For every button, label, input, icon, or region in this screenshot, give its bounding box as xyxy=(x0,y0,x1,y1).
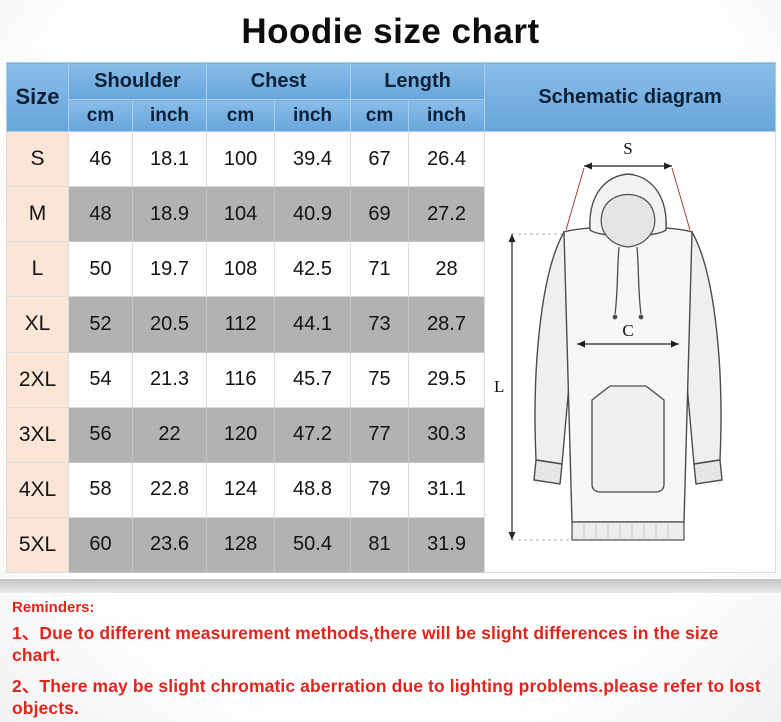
measurement-cell: 56 xyxy=(68,406,133,463)
measurement-cell: 81 xyxy=(350,516,410,574)
measurement-cell: 71 xyxy=(350,241,410,298)
measurement-cell: 48.8 xyxy=(274,461,352,518)
measurement-cell: 31.9 xyxy=(408,516,486,574)
table-row: M 48 18.9 104 40.9 69 27.2 xyxy=(6,186,776,243)
table-row: S 46 18.1 100 39.4 67 26.4 xyxy=(6,130,777,573)
size-cell: 2XL xyxy=(6,351,69,408)
measurement-cell: 21.3 xyxy=(131,351,208,408)
measurement-cell: 18.1 xyxy=(131,130,208,188)
header-row-groups: Size Shoulder Chest Length Schematic dia… xyxy=(6,62,777,132)
measurement-cell: 39.4 xyxy=(274,130,352,188)
size-cell: 5XL xyxy=(6,516,69,574)
measurement-cell: 79 xyxy=(350,461,410,518)
measurement-cell: 112 xyxy=(206,296,276,353)
length-group-header: Length xyxy=(350,62,486,100)
reminder-item: 1、Due to different measurement methods,t… xyxy=(12,623,719,665)
measurement-cell: 75 xyxy=(350,351,410,408)
table-row: XL 52 20.5 112 44.1 73 28.7 xyxy=(6,296,776,353)
unit-header: inch xyxy=(131,99,208,132)
measurement-cell: 20.5 xyxy=(131,296,208,353)
table-row: 5XL 60 23.6 128 50.4 81 31.9 xyxy=(6,516,776,574)
measurement-cell: 28 xyxy=(408,241,486,298)
measurement-cell: 18.9 xyxy=(131,186,208,243)
measurement-cell: 73 xyxy=(350,296,410,353)
measurement-cell: 100 xyxy=(206,130,276,188)
size-cell: XL xyxy=(6,296,69,353)
measurement-cell: 23.6 xyxy=(131,516,208,574)
header-row-units: cm inch cm inch cm inch xyxy=(7,99,776,132)
measurement-cell: 30.3 xyxy=(408,406,486,463)
measurement-cell: 69 xyxy=(350,186,410,243)
table-row: L 50 19.7 108 42.5 71 28 xyxy=(6,241,776,298)
measurement-cell: 67 xyxy=(350,130,410,188)
photo-backdrop-band xyxy=(0,579,781,593)
measurement-cell: 22 xyxy=(131,406,208,463)
measurement-cell: 22.8 xyxy=(131,461,208,518)
size-cell: S xyxy=(6,130,69,188)
measurement-cell: 108 xyxy=(206,241,276,298)
measurement-cell: 120 xyxy=(206,406,276,463)
measurement-cell: 128 xyxy=(206,516,276,574)
size-cell: 3XL xyxy=(6,406,69,463)
size-cell: 4XL xyxy=(6,461,69,518)
reminders-heading: Reminders: xyxy=(12,599,95,616)
measurement-cell: 46 xyxy=(68,130,133,188)
measurement-cell: 27.2 xyxy=(408,186,486,243)
length-measure-label: L xyxy=(494,377,504,396)
reminder-item: 2、There may be slight chromatic aberrati… xyxy=(12,676,761,718)
measurement-cell: 50 xyxy=(68,241,133,298)
unit-header: cm xyxy=(206,99,276,132)
size-cell: M xyxy=(6,186,69,243)
measurement-cell: 42.5 xyxy=(274,241,352,298)
measurement-cell: 29.5 xyxy=(408,351,486,408)
size-cell: L xyxy=(6,241,69,298)
size-column-header: Size xyxy=(6,62,69,132)
measurement-cell: 44.1 xyxy=(274,296,352,353)
reminders-section: Reminders: 1、Due to different measuremen… xyxy=(0,593,781,719)
table-row: 2XL 54 21.3 116 45.7 75 29.5 xyxy=(6,351,776,408)
unit-header: inch xyxy=(408,99,486,132)
measurement-cell: 26.4 xyxy=(408,130,486,188)
unit-header: cm xyxy=(68,99,133,132)
shoulder-group-header: Shoulder xyxy=(67,62,208,100)
measurement-cell: 48 xyxy=(68,186,133,243)
measurement-cell: 104 xyxy=(206,186,276,243)
page-title: Hoodie size chart xyxy=(241,12,540,51)
measurement-cell: 19.7 xyxy=(131,241,208,298)
size-chart-table: Size Shoulder Chest Length Schematic dia… xyxy=(6,62,777,574)
unit-header: inch xyxy=(274,99,352,132)
measurement-cell: 60 xyxy=(68,516,133,574)
measurement-cell: 50.4 xyxy=(274,516,352,574)
schematic-diagram-header: Schematic diagram xyxy=(484,62,777,132)
measurement-cell: 31.1 xyxy=(408,461,486,518)
measurement-cell: 124 xyxy=(206,461,276,518)
measurement-cell: 77 xyxy=(350,406,410,463)
measurement-cell: 40.9 xyxy=(274,186,352,243)
table-row: 3XL 56 22 120 47.2 77 30.3 xyxy=(6,406,776,463)
measurement-cell: 28.7 xyxy=(408,296,486,353)
shoulder-measure-label: S xyxy=(623,139,632,158)
unit-header: cm xyxy=(350,99,410,132)
measurement-cell: 47.2 xyxy=(274,406,352,463)
table-row: 4XL 58 22.8 124 48.8 79 31.1 xyxy=(6,461,776,518)
measurement-cell: 54 xyxy=(68,351,133,408)
measurement-cell: 58 xyxy=(68,461,133,518)
hoodie-diagram-svg: S C L xyxy=(494,139,723,541)
measurement-cell: 45.7 xyxy=(274,351,352,408)
measurement-cell: 52 xyxy=(68,296,133,353)
measurement-cell: 116 xyxy=(206,351,276,408)
hoodie-schematic: S C L xyxy=(484,131,777,573)
chest-group-header: Chest xyxy=(206,62,352,100)
chest-measure-label: C xyxy=(622,321,633,340)
